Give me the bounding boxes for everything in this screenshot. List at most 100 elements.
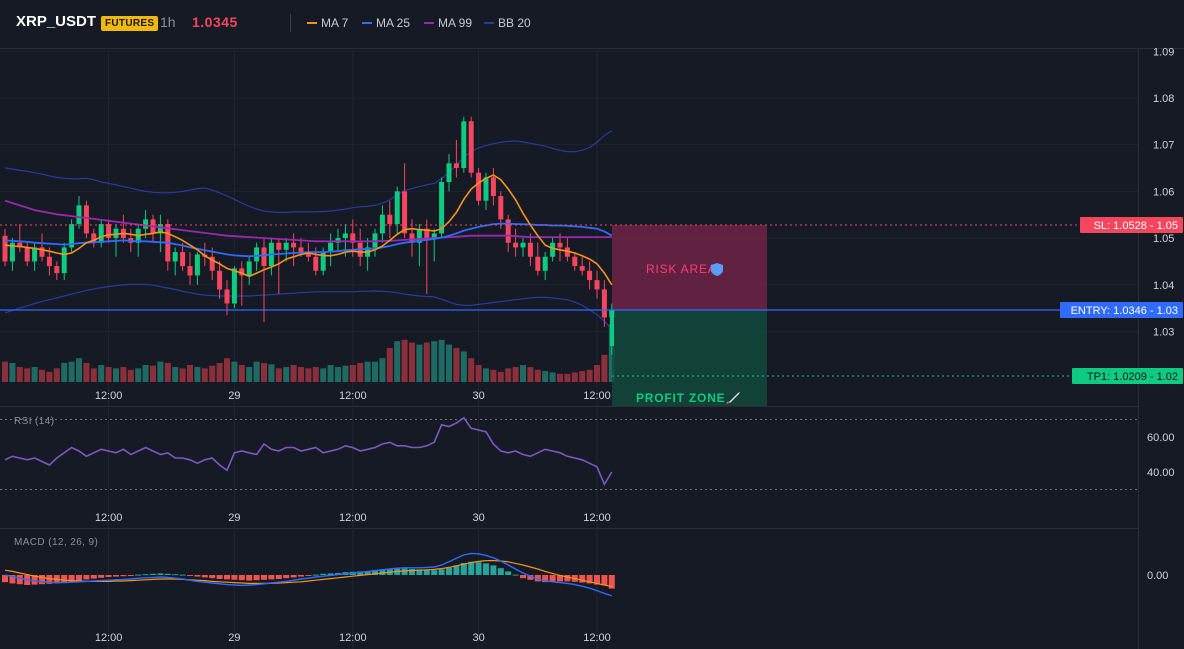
volume-bar xyxy=(164,362,171,382)
macd-histogram-bar xyxy=(409,569,415,575)
candle-body xyxy=(54,266,60,274)
volume-bar xyxy=(31,367,38,382)
volume-bar xyxy=(423,342,430,382)
rsi-axis-tick: 40.00 xyxy=(1147,467,1175,479)
macd-histogram-bar xyxy=(261,575,267,580)
volume-bar xyxy=(209,365,216,382)
risk-area-box xyxy=(612,225,767,310)
volume-bar xyxy=(298,367,304,382)
volume-bars xyxy=(2,324,615,382)
macd-histogram-bar xyxy=(76,575,82,581)
volume-bar xyxy=(179,368,186,382)
candle-body xyxy=(239,268,245,276)
macd-histogram-bar xyxy=(312,574,319,576)
candle-body xyxy=(439,182,445,234)
time-axis-tick: 12:00 xyxy=(339,512,367,524)
volume-bar xyxy=(305,368,312,382)
live-candle-marker xyxy=(610,312,614,346)
macd-histogram-bar xyxy=(512,574,519,576)
macd-histogram-bar xyxy=(105,575,112,577)
volume-bar xyxy=(557,373,563,382)
macd-histogram-bar xyxy=(224,575,230,580)
legend-ma99[interactable]: MA 99 xyxy=(424,16,472,30)
volume-bar xyxy=(238,365,245,382)
candle-body xyxy=(542,256,548,271)
volume-bar xyxy=(453,348,460,382)
candle-body xyxy=(106,224,112,239)
volume-bar xyxy=(386,348,393,382)
volume-bar xyxy=(39,369,45,382)
macd-histogram-bar xyxy=(564,575,571,582)
volume-bar xyxy=(564,373,571,382)
bb-upper-line xyxy=(4,130,613,213)
volume-bar xyxy=(312,367,319,382)
candle-body xyxy=(350,233,356,243)
volume-bar xyxy=(231,361,238,382)
macd-histogram-bar xyxy=(446,567,452,575)
legend-ma25-label: MA 25 xyxy=(376,16,411,30)
volume-bar xyxy=(357,362,364,382)
candle-body xyxy=(535,256,541,271)
rsi-line xyxy=(4,416,613,487)
profit-zone-box xyxy=(612,310,767,406)
macd-histogram-bar xyxy=(505,571,512,575)
time-axis-tick: 12:00 xyxy=(95,390,123,402)
macd-panel[interactable]: MACD (12, 26, 9) 0.00 xyxy=(2,537,1168,597)
macd-axis-tick: 0.00 xyxy=(1147,570,1168,582)
candle-body xyxy=(209,256,215,271)
volume-bar xyxy=(246,367,253,382)
time-axis-tick: 12:00 xyxy=(583,512,611,524)
interval-label[interactable]: 1h xyxy=(160,14,176,30)
macd-histogram-bar xyxy=(83,575,90,580)
candle-body xyxy=(505,219,511,243)
volume-bar xyxy=(120,367,127,382)
legend-bb20[interactable]: BB 20 xyxy=(484,16,531,30)
macd-histogram-bar xyxy=(594,575,600,585)
macd-line xyxy=(4,552,613,597)
rsi-panel[interactable]: RSI (14) 60.00 40.00 xyxy=(0,416,1175,490)
macd-histogram-bar xyxy=(460,563,467,575)
candle-body xyxy=(520,242,526,248)
rsi-title: RSI (14) xyxy=(14,416,54,427)
candle-body xyxy=(187,266,193,276)
macd-histogram-bar xyxy=(9,575,16,584)
legend-ma7[interactable]: MA 7 xyxy=(307,16,348,30)
macd-histogram-bar xyxy=(31,575,38,585)
macd-histogram-bar xyxy=(68,575,75,582)
candle-body xyxy=(498,196,504,220)
candle-body xyxy=(180,252,186,267)
volume-bar xyxy=(379,358,386,382)
macd-histogram-bar xyxy=(120,575,127,577)
ma7-swatch-icon xyxy=(307,22,317,24)
candle-body xyxy=(194,254,200,276)
candle-body xyxy=(17,242,23,248)
volume-bar xyxy=(320,368,327,382)
volume-bar xyxy=(150,365,156,382)
tp1-label-bg xyxy=(1072,368,1183,384)
legend-ma25[interactable]: MA 25 xyxy=(362,16,410,30)
macd-histogram-bar xyxy=(416,569,423,575)
candle-body xyxy=(490,177,496,197)
volume-bar xyxy=(90,368,97,382)
candle-body xyxy=(416,228,422,243)
price-axis-tick: 1.04 xyxy=(1153,280,1174,292)
axes: 1.09 1.08 1.07 1.06 1.05 1.04 1.03 12:00 29 12:00… xyxy=(95,46,1175,644)
time-axis-tick: 12:00 xyxy=(583,390,611,402)
macd-histogram-bar xyxy=(453,565,460,575)
shield-icon xyxy=(711,263,723,276)
macd-histogram-bar xyxy=(549,575,556,582)
symbol-name[interactable]: XRP_USDT xyxy=(16,13,97,30)
candle-body xyxy=(32,247,38,262)
macd-histogram-bar xyxy=(320,573,327,575)
volume-bar xyxy=(335,367,341,382)
volume-bar xyxy=(520,365,526,382)
volume-bar xyxy=(142,365,149,382)
volume-bar xyxy=(527,367,534,382)
macd-histogram-bar xyxy=(179,574,186,576)
risk-area-label: RISK AREA xyxy=(646,262,717,276)
volume-bar xyxy=(586,369,593,382)
candlesticks[interactable] xyxy=(2,116,615,355)
macd-histogram-bar xyxy=(527,575,534,580)
volume-bar xyxy=(275,368,282,382)
